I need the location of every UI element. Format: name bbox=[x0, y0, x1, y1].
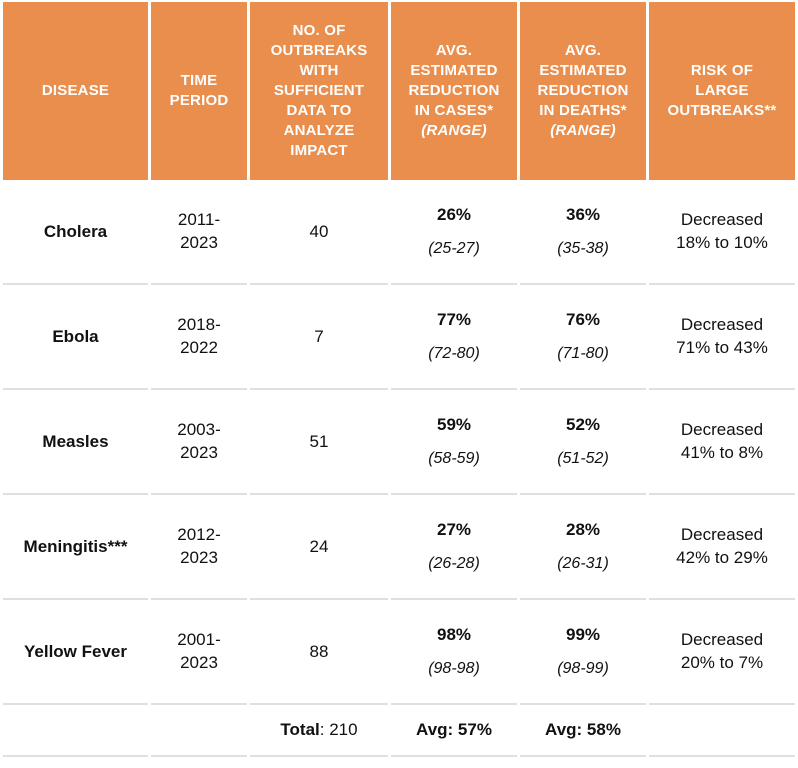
cases-percent: 59% bbox=[436, 415, 472, 434]
table-row-measles: Measles 2003- 2023 51 59% (58-59) 52% (5… bbox=[3, 390, 795, 495]
cell-reduction-cases: 27% (26-28) bbox=[391, 495, 517, 600]
cell-reduction-cases: 77% (72-80) bbox=[391, 285, 517, 390]
col-header-outbreaks-label: NO. OF OUTBREAKS WITH SUFFICIENT DATA TO… bbox=[270, 21, 368, 160]
col-header-reduction-cases-label: AVG. ESTIMATED REDUCTION IN CASES* bbox=[408, 41, 500, 120]
cell-risk: Decreased 20% to 7% bbox=[649, 600, 795, 705]
col-header-risk: RISK OF LARGE OUTBREAKS** bbox=[649, 2, 795, 180]
cases-percent: 77% bbox=[436, 310, 472, 329]
cell-disease: Ebola bbox=[3, 285, 148, 390]
cell-empty bbox=[151, 705, 247, 757]
col-header-outbreaks: NO. OF OUTBREAKS WITH SUFFICIENT DATA TO… bbox=[250, 2, 388, 180]
cases-range: (26-28) bbox=[428, 555, 480, 572]
cell-empty bbox=[3, 705, 148, 757]
col-header-reduction-cases: AVG. ESTIMATED REDUCTION IN CASES* (RANG… bbox=[391, 2, 517, 180]
header-row: DISEASE TIME PERIOD NO. OF OUTBREAKS WIT… bbox=[3, 2, 795, 180]
deaths-range: (98-99) bbox=[557, 660, 609, 677]
cases-range: (25-27) bbox=[428, 240, 480, 257]
cell-empty bbox=[649, 705, 795, 757]
cases-percent: 27% bbox=[436, 520, 472, 539]
col-header-disease: DISEASE bbox=[3, 2, 148, 180]
cell-outbreaks: 24 bbox=[250, 495, 388, 600]
deaths-range: (51-52) bbox=[557, 450, 609, 467]
cell-reduction-deaths: 28% (26-31) bbox=[520, 495, 646, 600]
cell-reduction-cases: 98% (98-98) bbox=[391, 600, 517, 705]
cell-risk: Decreased 18% to 10% bbox=[649, 180, 795, 285]
deaths-percent: 76% bbox=[565, 310, 601, 329]
cell-outbreaks: 88 bbox=[250, 600, 388, 705]
cell-disease: Yellow Fever bbox=[3, 600, 148, 705]
table-row-yellow-fever: Yellow Fever 2001- 2023 88 98% (98-98) 9… bbox=[3, 600, 795, 705]
cell-reduction-deaths: 76% (71-80) bbox=[520, 285, 646, 390]
cell-disease: Cholera bbox=[3, 180, 148, 285]
col-header-risk-label: RISK OF LARGE OUTBREAKS** bbox=[667, 61, 777, 120]
total-label: Total bbox=[280, 720, 320, 739]
cell-outbreaks: 7 bbox=[250, 285, 388, 390]
cases-range: (72-80) bbox=[428, 345, 480, 362]
cell-time-period: 2012- 2023 bbox=[151, 495, 247, 600]
col-header-reduction-deaths: AVG. ESTIMATED REDUCTION IN DEATHS* (RAN… bbox=[520, 2, 646, 180]
cell-risk: Decreased 42% to 29% bbox=[649, 495, 795, 600]
cell-time-period: 2011- 2023 bbox=[151, 180, 247, 285]
cell-disease: Meningitis*** bbox=[3, 495, 148, 600]
cell-time-period: 2018- 2022 bbox=[151, 285, 247, 390]
col-header-reduction-deaths-label: AVG. ESTIMATED REDUCTION IN DEATHS* bbox=[537, 41, 629, 120]
col-header-deaths-range-label: (RANGE) bbox=[550, 122, 616, 140]
deaths-range: (35-38) bbox=[557, 240, 609, 257]
table-row-totals: Total: 210 Avg: 57% Avg: 58% bbox=[3, 705, 795, 757]
cell-outbreaks-total: Total: 210 bbox=[250, 705, 388, 757]
deaths-range: (71-80) bbox=[557, 345, 609, 362]
table-header: DISEASE TIME PERIOD NO. OF OUTBREAKS WIT… bbox=[3, 2, 795, 180]
cell-outbreaks: 51 bbox=[250, 390, 388, 495]
cell-outbreaks: 40 bbox=[250, 180, 388, 285]
cell-time-period: 2001- 2023 bbox=[151, 600, 247, 705]
cell-reduction-deaths: 52% (51-52) bbox=[520, 390, 646, 495]
cell-reduction-deaths: 99% (98-99) bbox=[520, 600, 646, 705]
cases-range: (58-59) bbox=[428, 450, 480, 467]
deaths-percent: 36% bbox=[565, 205, 601, 224]
cases-percent: 98% bbox=[436, 625, 472, 644]
col-header-disease-label: DISEASE bbox=[41, 81, 110, 99]
col-header-time-period-label: TIME PERIOD bbox=[169, 71, 229, 109]
cell-reduction-cases: 59% (58-59) bbox=[391, 390, 517, 495]
table-body: Cholera 2011- 2023 40 26% (25-27) 36% (3… bbox=[3, 180, 795, 757]
cases-range: (98-98) bbox=[428, 660, 480, 677]
col-header-cases-range-label: (RANGE) bbox=[421, 122, 487, 140]
table-row-cholera: Cholera 2011- 2023 40 26% (25-27) 36% (3… bbox=[3, 180, 795, 285]
deaths-range: (26-31) bbox=[557, 555, 609, 572]
deaths-percent: 28% bbox=[565, 520, 601, 539]
cell-reduction-deaths: 36% (35-38) bbox=[520, 180, 646, 285]
cell-risk: Decreased 71% to 43% bbox=[649, 285, 795, 390]
cell-risk: Decreased 41% to 8% bbox=[649, 390, 795, 495]
cases-percent: 26% bbox=[436, 205, 472, 224]
deaths-percent: 99% bbox=[565, 625, 601, 644]
col-header-time-period: TIME PERIOD bbox=[151, 2, 247, 180]
cell-time-period: 2003- 2023 bbox=[151, 390, 247, 495]
cell-disease: Measles bbox=[3, 390, 148, 495]
table-row-ebola: Ebola 2018- 2022 7 77% (72-80) 76% (71-8… bbox=[3, 285, 795, 390]
cell-reduction-cases: 26% (25-27) bbox=[391, 180, 517, 285]
table-row-meningitis: Meningitis*** 2012- 2023 24 27% (26-28) … bbox=[3, 495, 795, 600]
total-value: : 210 bbox=[319, 720, 358, 739]
cell-cases-average: Avg: 57% bbox=[391, 705, 517, 757]
cell-deaths-average: Avg: 58% bbox=[520, 705, 646, 757]
deaths-percent: 52% bbox=[565, 415, 601, 434]
